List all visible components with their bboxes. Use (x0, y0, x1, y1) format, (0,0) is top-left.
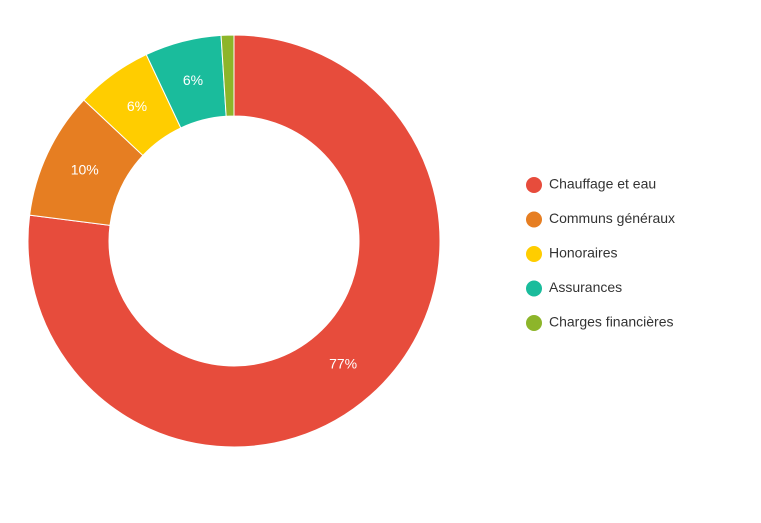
legend-label[interactable]: Charges financières (549, 314, 674, 330)
legend-label[interactable]: Chauffage et eau (549, 176, 656, 192)
legend-marker[interactable] (526, 211, 542, 228)
slice-label: 77% (329, 355, 357, 371)
legend-label[interactable]: Communs généraux (549, 210, 675, 226)
legend-marker[interactable] (526, 246, 542, 262)
donut-slice (220, 34, 235, 117)
legend-marker[interactable] (526, 177, 542, 193)
legend-label[interactable]: Honoraires (549, 245, 617, 261)
legend-marker[interactable] (526, 315, 542, 331)
slice-label: 6% (127, 98, 147, 114)
slice-label: 10% (71, 161, 99, 177)
donut-slice (27, 34, 441, 448)
legend-marker[interactable] (526, 280, 542, 297)
legend-label[interactable]: Assurances (549, 279, 622, 295)
slice-label: 6% (183, 72, 203, 88)
